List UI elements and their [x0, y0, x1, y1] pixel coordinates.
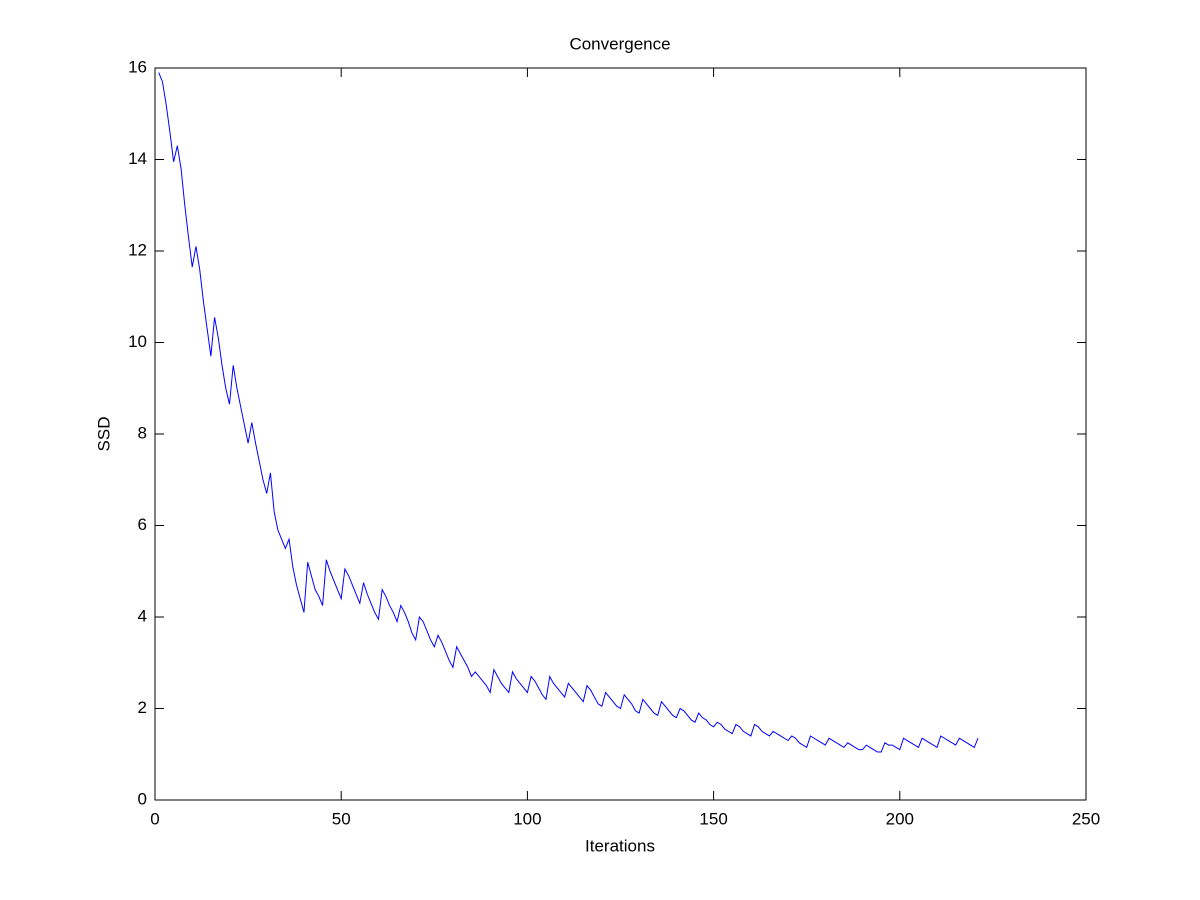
y-tick-label: 0: [138, 789, 147, 808]
x-axis-label: Iterations: [585, 836, 655, 855]
y-tick-label: 4: [138, 606, 147, 625]
x-tick-label: 150: [699, 809, 727, 828]
chart-title: Convergence: [569, 34, 670, 53]
x-tick-label: 0: [150, 809, 159, 828]
x-tick-label: 50: [332, 809, 351, 828]
x-tick-label: 100: [513, 809, 541, 828]
data-line: [158, 72, 979, 753]
plot-box: [154, 67, 1087, 801]
y-tick-label: 2: [138, 698, 147, 717]
y-tick-label: 10: [128, 332, 147, 351]
y-tick-label: 14: [128, 149, 147, 168]
y-tick-label: 16: [128, 57, 147, 76]
y-axis-label: SSD: [94, 417, 113, 452]
y-tick-label: 12: [128, 240, 147, 259]
x-tick-label: 250: [1072, 809, 1100, 828]
y-tick-label: 6: [138, 515, 147, 534]
x-tick-label: 200: [886, 809, 914, 828]
y-tick-label: 8: [138, 423, 147, 442]
